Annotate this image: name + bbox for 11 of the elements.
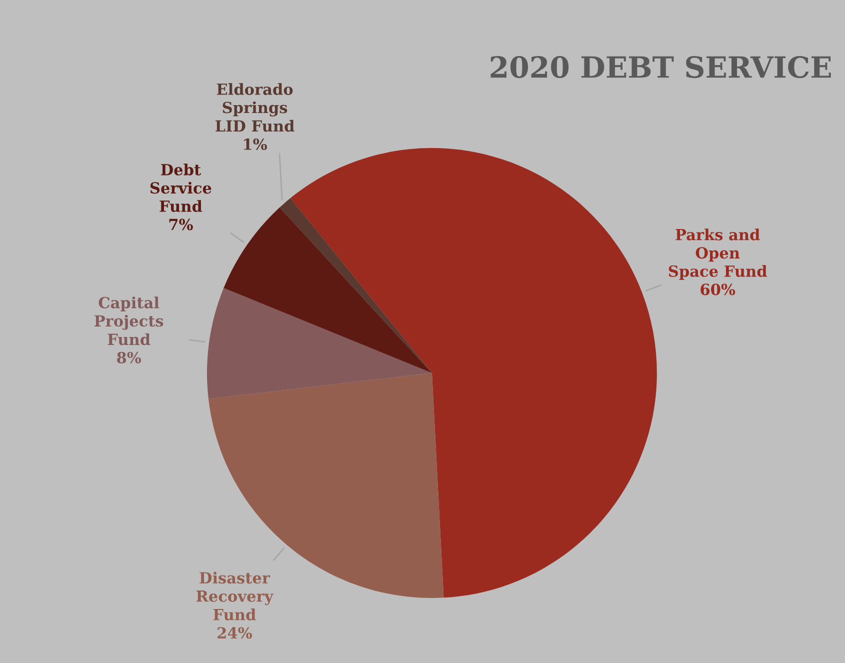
slice-label: Debt Service Fund xyxy=(150,164,212,212)
data-label: 7% xyxy=(169,218,193,230)
slice-label: Eldorado Springs LID Fund xyxy=(216,83,294,132)
slice-label: Capital Projects Fund xyxy=(94,296,164,346)
slice-label: Parks and Open Space Fund xyxy=(668,228,767,280)
data-label: 60% xyxy=(700,284,736,296)
data-label: 8% xyxy=(117,352,142,364)
slice-label: Disaster Recovery Fund xyxy=(196,572,274,620)
chart-title: 2020 DEBT SERVICE xyxy=(490,56,831,78)
data-label: 24% xyxy=(218,627,252,639)
data-label: 1% xyxy=(244,138,267,150)
